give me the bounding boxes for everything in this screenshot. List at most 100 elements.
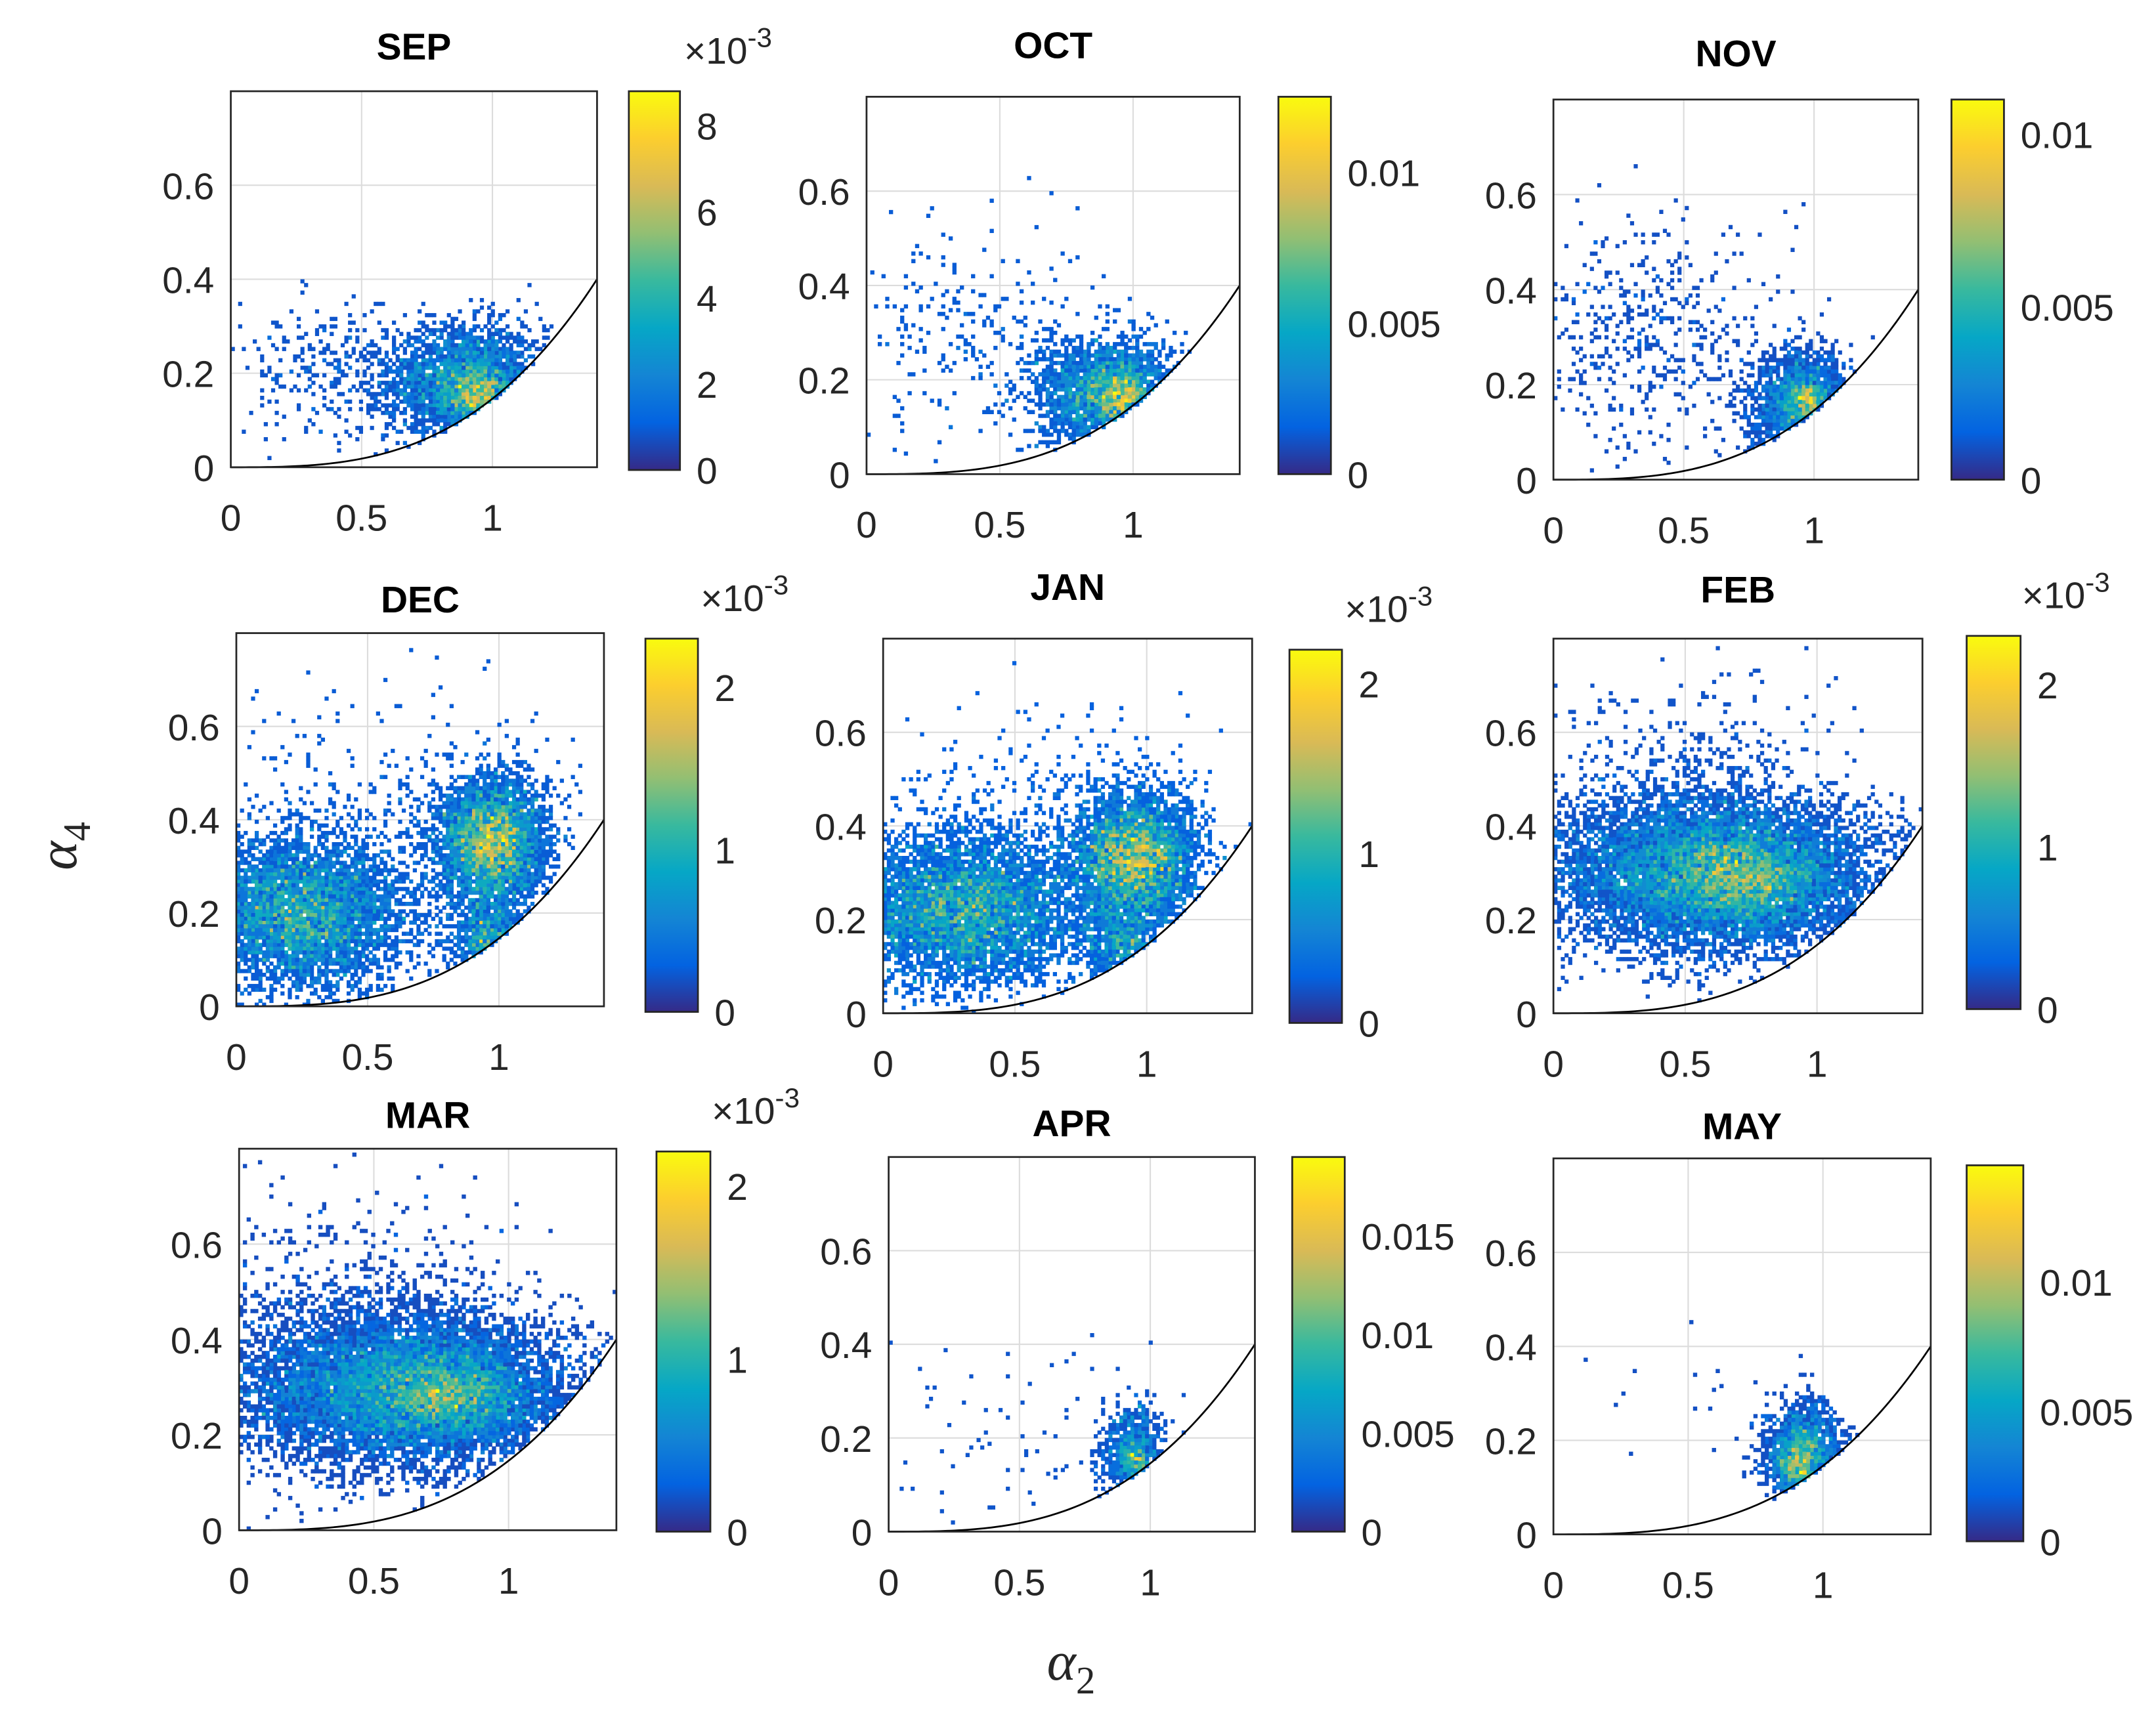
density-cell [1772, 369, 1777, 374]
density-cell [405, 969, 410, 973]
density-cell [240, 939, 244, 944]
density-cell [443, 369, 448, 374]
density-cell [291, 935, 296, 940]
density-cell [1659, 320, 1664, 324]
density-cell [1819, 373, 1824, 378]
density-cell [332, 931, 336, 936]
density-cell [926, 255, 931, 260]
density-cell [1105, 353, 1110, 358]
density-cell [892, 414, 897, 418]
density-cell [376, 927, 380, 933]
density-cell [493, 790, 498, 794]
density-cell [272, 879, 278, 884]
density-cell [1135, 357, 1140, 362]
density-cell [435, 358, 441, 363]
density-cell [339, 927, 343, 933]
density-cell [251, 901, 255, 906]
density-cell [418, 362, 422, 366]
density-cell [306, 939, 311, 944]
density-cell [427, 943, 432, 947]
density-cell [483, 857, 487, 862]
density-cell [262, 853, 267, 858]
density-cell [387, 924, 391, 929]
density-cell [364, 924, 370, 929]
density-cell [262, 894, 267, 899]
density-cell [262, 879, 267, 884]
density-cell [402, 410, 407, 415]
density-cell [1615, 362, 1620, 366]
density-cell [1049, 368, 1054, 373]
density-cell [1677, 251, 1682, 256]
density-cell [493, 794, 498, 798]
density-cell [1743, 434, 1748, 438]
density-cell [265, 950, 270, 955]
density-cell [1652, 343, 1656, 347]
density-cell [270, 388, 276, 393]
density-cell [453, 778, 458, 783]
density-cell [1034, 402, 1039, 407]
density-cell [486, 872, 490, 876]
density-cell [296, 335, 301, 340]
density-cell [1127, 364, 1132, 370]
density-cell [1090, 391, 1095, 396]
density-cell [1761, 411, 1766, 415]
density-cell [284, 849, 289, 854]
density-cell [1746, 392, 1751, 397]
density-cell [302, 901, 307, 906]
density-cell [1728, 224, 1733, 230]
density-cell [479, 879, 483, 884]
density-cell [354, 984, 358, 988]
density-cell [490, 801, 494, 805]
density-cell [1127, 383, 1132, 388]
density-cell [328, 913, 333, 918]
density-cell [432, 347, 437, 351]
density-cell [1739, 369, 1744, 374]
density-cell [309, 916, 314, 922]
density-cell [1801, 403, 1806, 408]
density-cell [265, 894, 270, 899]
density-cell [446, 388, 451, 393]
density-cell [1670, 354, 1675, 359]
density-cell [1750, 445, 1755, 450]
density-cell [1109, 417, 1113, 422]
density-cell [472, 410, 477, 415]
density-cell [309, 894, 314, 899]
density-cell [395, 347, 400, 351]
density-cell [523, 812, 527, 817]
density-cell [368, 950, 373, 955]
density-cell [1816, 403, 1821, 408]
density-cell [299, 861, 303, 865]
density-cell [282, 339, 286, 344]
density-cell [1165, 319, 1169, 324]
density-cell [254, 973, 259, 977]
density-cell [418, 381, 422, 385]
density-cell [265, 931, 270, 936]
density-cell [483, 351, 488, 355]
density-cell [1732, 381, 1736, 385]
density-cell [269, 984, 274, 988]
density-cell [276, 939, 281, 944]
density-cell [414, 358, 418, 363]
density-cell [546, 328, 550, 333]
density-cell [542, 335, 546, 340]
density-cell [394, 913, 399, 918]
density-cell [1786, 419, 1792, 423]
density-cell [1079, 368, 1084, 373]
density-cell [1776, 369, 1780, 374]
density-cell [258, 879, 263, 884]
density-cell [412, 894, 417, 899]
density-cell [1798, 403, 1802, 408]
density-cell [361, 931, 366, 936]
density-cell [313, 853, 318, 858]
density-cell [236, 1002, 241, 1007]
density-cell [1666, 282, 1671, 287]
density-cell [937, 398, 942, 403]
density-cell [1798, 396, 1802, 400]
density-cell [299, 827, 303, 832]
density-cell [1681, 396, 1685, 400]
density-cell [454, 392, 459, 396]
density-cell [1645, 335, 1649, 340]
density-cell [346, 894, 351, 899]
density-cell [402, 388, 407, 393]
density-cell [350, 965, 355, 969]
